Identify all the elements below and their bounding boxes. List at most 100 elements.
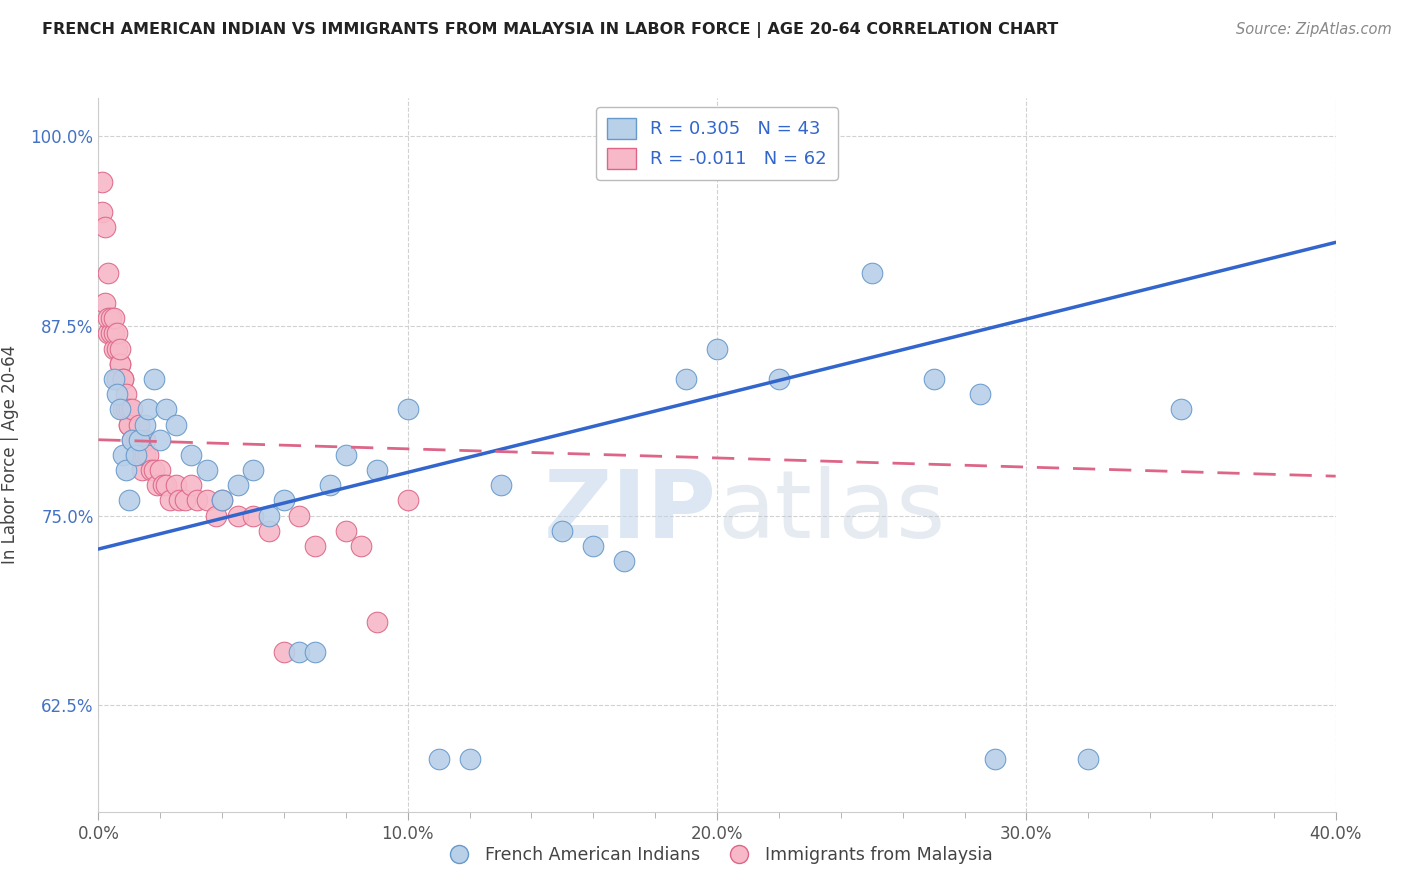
Point: [115, 402, 138, 417]
Point: [108, 342, 131, 356]
Point: [118, 417, 141, 432]
Point: [969, 387, 991, 401]
Point: [205, 508, 228, 523]
Point: [195, 493, 218, 508]
Point: [112, 372, 135, 386]
Point: [143, 372, 166, 386]
Point: [139, 463, 162, 477]
Point: [124, 433, 146, 447]
Point: [152, 478, 174, 492]
Point: [226, 478, 249, 492]
Point: [1170, 402, 1192, 417]
Point: [105, 342, 128, 356]
Point: [922, 372, 945, 386]
Point: [115, 387, 138, 401]
Point: [257, 508, 280, 523]
Point: [93, 220, 115, 235]
Point: [108, 402, 131, 417]
Point: [121, 433, 143, 447]
Point: [273, 493, 295, 508]
Point: [551, 524, 574, 538]
Point: [100, 311, 122, 326]
Point: [105, 387, 128, 401]
Point: [304, 539, 326, 553]
Point: [174, 493, 197, 508]
Point: [165, 478, 187, 492]
Point: [124, 448, 146, 462]
Point: [108, 357, 131, 371]
Point: [103, 311, 125, 326]
Point: [118, 417, 141, 432]
Point: [180, 478, 202, 492]
Point: [366, 615, 388, 629]
Point: [131, 448, 153, 462]
Point: [128, 417, 150, 432]
Point: [143, 463, 166, 477]
Point: [105, 372, 128, 386]
Point: [97, 266, 120, 280]
Point: [134, 433, 156, 447]
Point: [121, 433, 143, 447]
Point: [273, 645, 295, 659]
Point: [128, 433, 150, 447]
Y-axis label: In Labor Force | Age 20-64: In Labor Force | Age 20-64: [1, 345, 20, 565]
Point: [458, 751, 481, 765]
Point: [97, 326, 120, 341]
Point: [366, 463, 388, 477]
Text: Source: ZipAtlas.com: Source: ZipAtlas.com: [1236, 22, 1392, 37]
Point: [319, 478, 342, 492]
Text: ZIP: ZIP: [544, 466, 717, 558]
Point: [167, 493, 190, 508]
Point: [226, 508, 249, 523]
Point: [706, 342, 728, 356]
Point: [112, 448, 135, 462]
Point: [350, 539, 373, 553]
Point: [582, 539, 605, 553]
Text: FRENCH AMERICAN INDIAN VS IMMIGRANTS FROM MALAYSIA IN LABOR FORCE | AGE 20-64 CO: FRENCH AMERICAN INDIAN VS IMMIGRANTS FRO…: [42, 22, 1059, 38]
Point: [103, 342, 125, 356]
Point: [195, 463, 218, 477]
Point: [136, 448, 159, 462]
Point: [118, 493, 141, 508]
Point: [90, 175, 112, 189]
Point: [134, 448, 156, 462]
Point: [613, 554, 636, 568]
Point: [180, 448, 202, 462]
Point: [131, 463, 153, 477]
Point: [149, 463, 172, 477]
Point: [115, 463, 138, 477]
Point: [124, 448, 146, 462]
Point: [288, 645, 311, 659]
Point: [489, 478, 512, 492]
Point: [984, 751, 1007, 765]
Point: [93, 296, 115, 310]
Point: [242, 463, 264, 477]
Point: [97, 311, 120, 326]
Point: [128, 433, 150, 447]
Point: [165, 417, 187, 432]
Point: [146, 478, 169, 492]
Point: [112, 402, 135, 417]
Point: [108, 357, 131, 371]
Point: [134, 417, 156, 432]
Point: [105, 326, 128, 341]
Point: [335, 448, 357, 462]
Point: [112, 372, 135, 386]
Point: [136, 402, 159, 417]
Point: [103, 326, 125, 341]
Point: [90, 205, 112, 219]
Point: [427, 751, 450, 765]
Legend: French American Indians, Immigrants from Malaysia: French American Indians, Immigrants from…: [434, 839, 1000, 871]
Point: [155, 478, 177, 492]
Point: [257, 524, 280, 538]
Point: [155, 402, 177, 417]
Point: [211, 493, 233, 508]
Point: [335, 524, 357, 538]
Point: [103, 372, 125, 386]
Point: [159, 493, 181, 508]
Text: atlas: atlas: [717, 466, 945, 558]
Point: [675, 372, 697, 386]
Point: [396, 402, 419, 417]
Point: [149, 433, 172, 447]
Point: [396, 493, 419, 508]
